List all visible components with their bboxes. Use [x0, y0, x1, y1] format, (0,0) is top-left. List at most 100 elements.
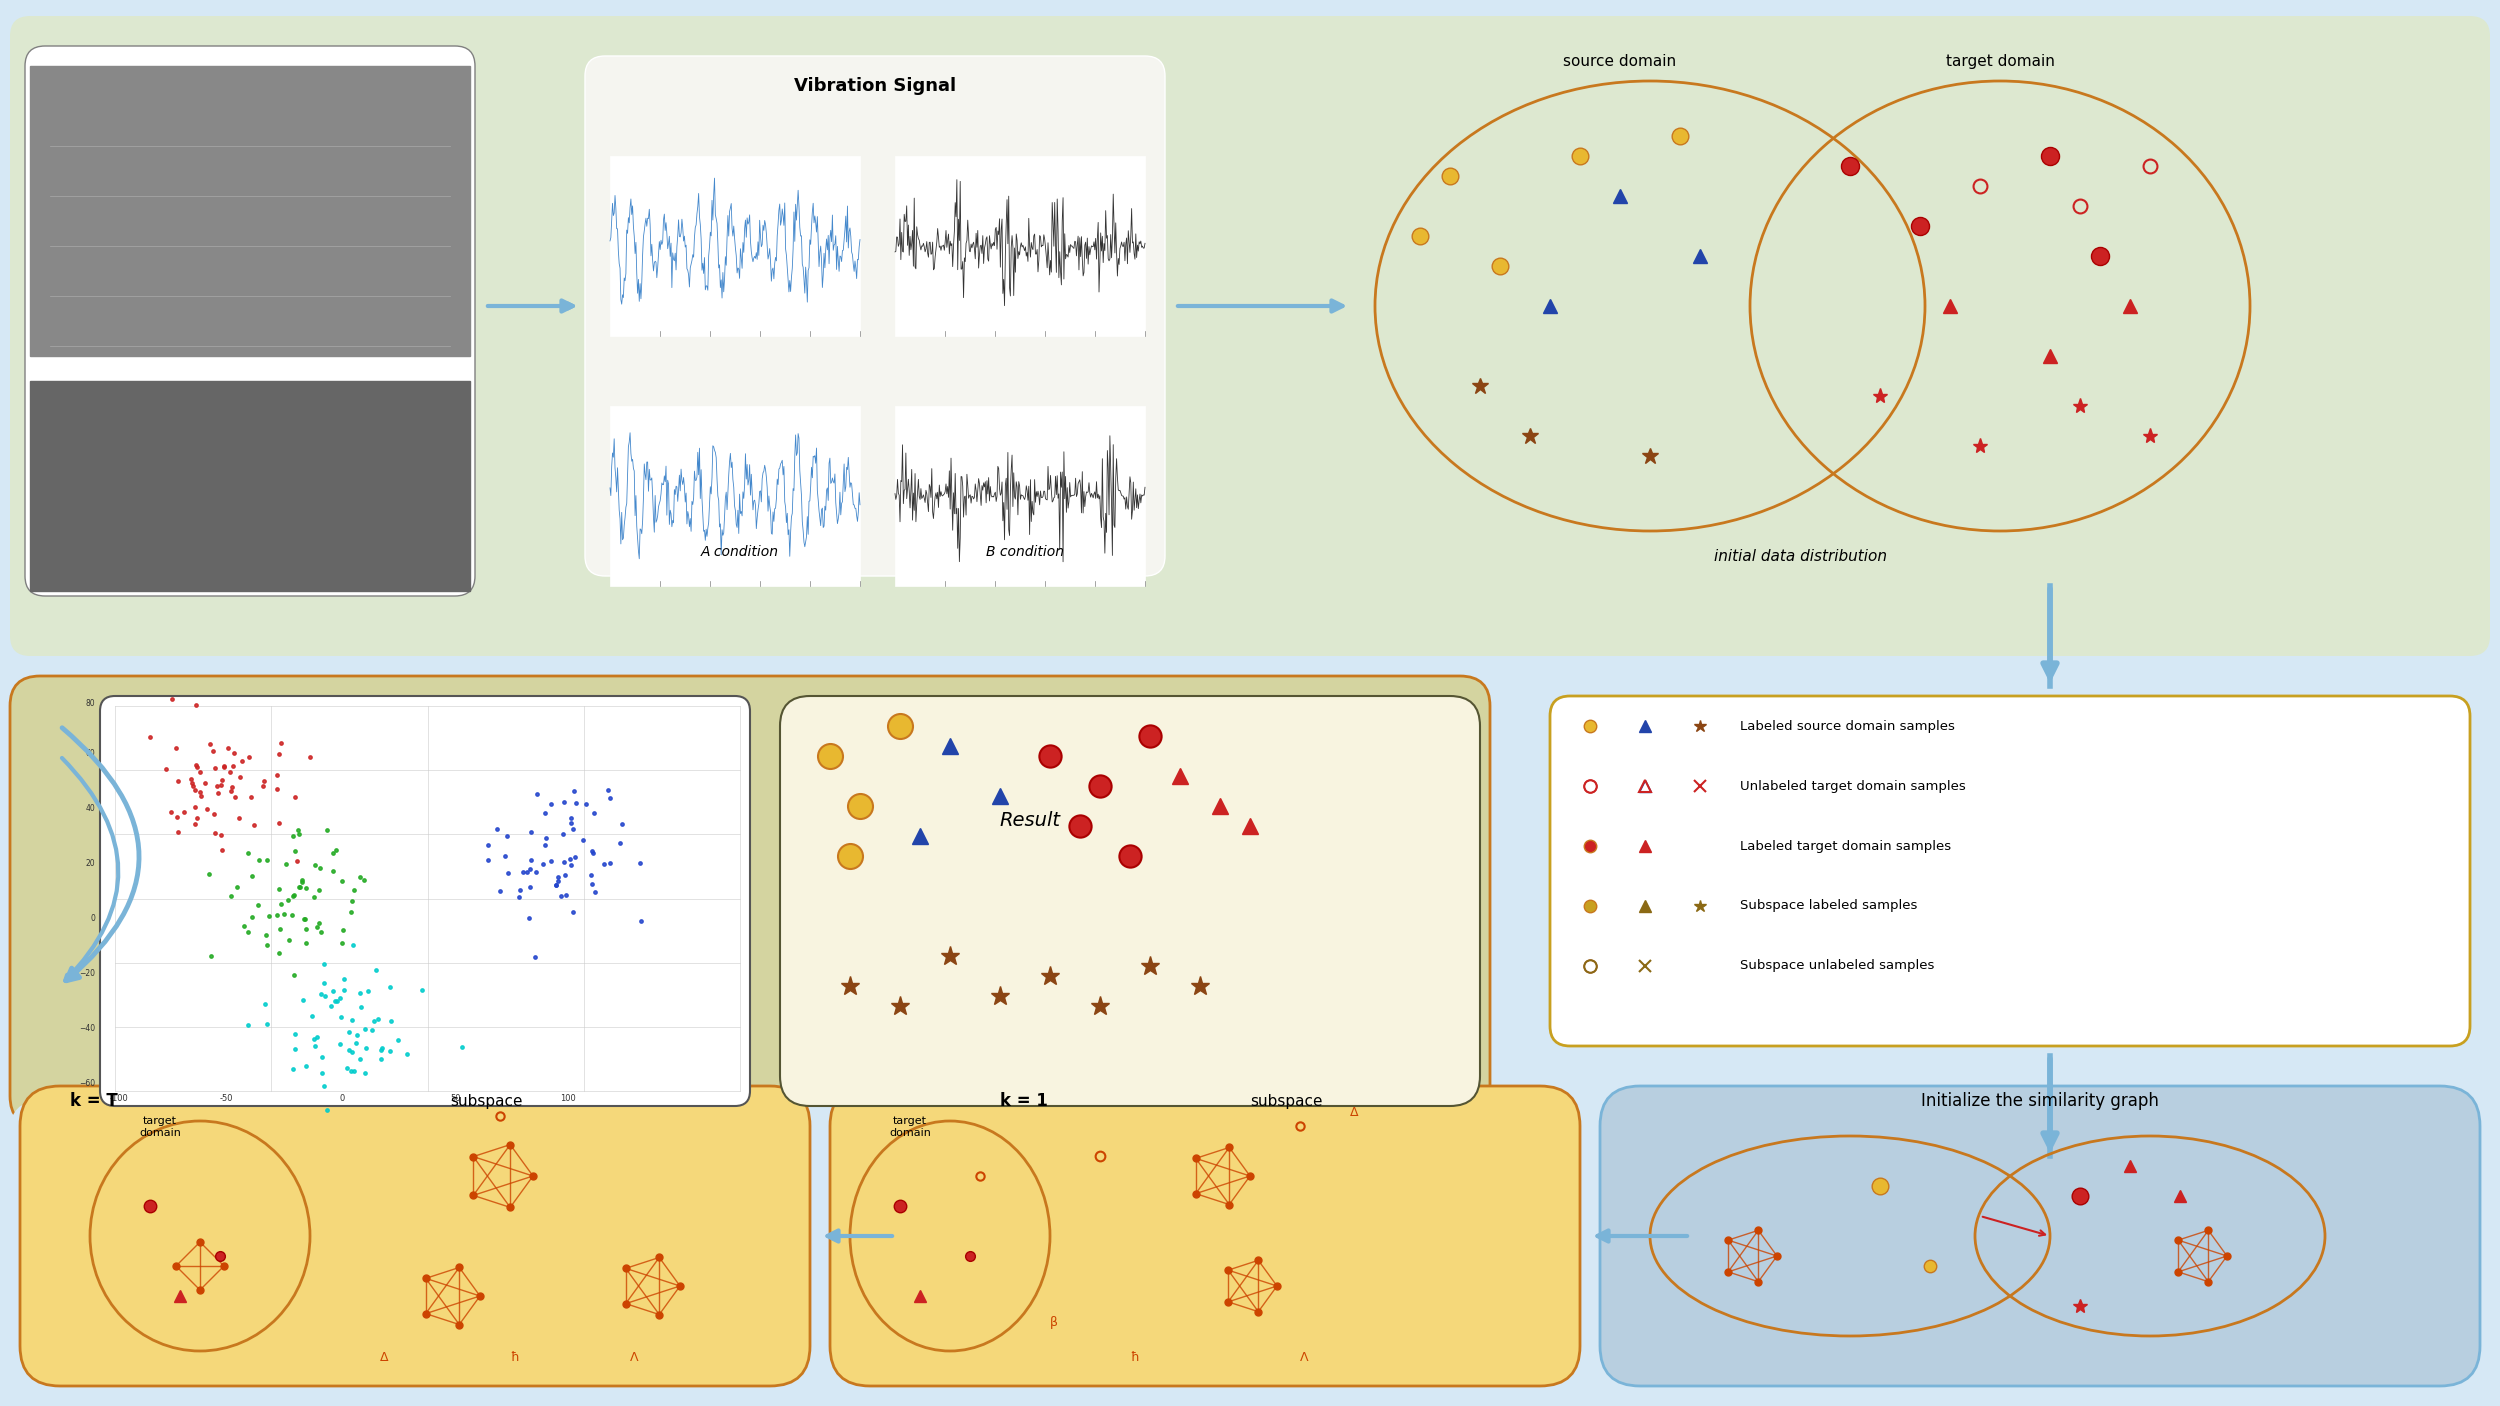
- Point: [332, 1010, 372, 1032]
- Point: [530, 793, 570, 815]
- Point: [308, 1099, 348, 1122]
- Point: [340, 1047, 380, 1070]
- Point: [302, 1046, 343, 1069]
- Point: [260, 917, 300, 939]
- Text: source domain: source domain: [1562, 53, 1678, 69]
- Point: [158, 770, 198, 793]
- Point: [308, 818, 348, 841]
- Point: [192, 803, 232, 825]
- Point: [552, 901, 592, 924]
- Point: [552, 817, 592, 839]
- Point: [275, 963, 315, 986]
- Point: [215, 786, 255, 808]
- Point: [342, 995, 382, 1018]
- Text: 40: 40: [85, 804, 95, 813]
- Point: [572, 839, 612, 862]
- Point: [585, 852, 625, 875]
- Point: [590, 786, 630, 808]
- Point: [512, 820, 552, 842]
- Point: [242, 770, 282, 793]
- Point: [588, 779, 628, 801]
- Text: k = 1: k = 1: [1000, 1092, 1048, 1109]
- Point: [190, 945, 230, 967]
- Point: [265, 903, 305, 925]
- Point: [590, 852, 630, 875]
- Point: [525, 834, 565, 856]
- Point: [510, 848, 550, 870]
- Point: [298, 912, 338, 935]
- Point: [202, 769, 242, 792]
- Point: [248, 1012, 288, 1035]
- Point: [550, 855, 590, 877]
- Point: [210, 884, 250, 907]
- FancyBboxPatch shape: [10, 1101, 2490, 1391]
- Point: [332, 890, 372, 912]
- Point: [538, 873, 578, 896]
- Text: 100: 100: [560, 1094, 575, 1102]
- Point: [545, 790, 585, 813]
- Point: [222, 915, 262, 938]
- Point: [320, 987, 360, 1010]
- Point: [290, 745, 330, 768]
- Point: [205, 755, 245, 778]
- Text: Δ: Δ: [380, 1351, 388, 1364]
- Text: 80: 80: [85, 699, 95, 709]
- Point: [158, 806, 198, 828]
- FancyBboxPatch shape: [10, 15, 2490, 657]
- Point: [300, 921, 340, 943]
- Point: [295, 853, 335, 876]
- Point: [572, 873, 612, 896]
- Point: [173, 775, 213, 797]
- Point: [268, 889, 308, 911]
- Point: [370, 1040, 410, 1063]
- Point: [315, 990, 355, 1012]
- Point: [272, 884, 312, 907]
- Point: [200, 773, 240, 796]
- Point: [322, 979, 362, 1001]
- Point: [575, 880, 615, 903]
- Point: [202, 824, 242, 846]
- Point: [228, 1014, 268, 1036]
- Text: ħ: ħ: [1130, 1351, 1140, 1364]
- Point: [188, 799, 228, 821]
- Point: [550, 807, 590, 830]
- Point: [552, 780, 592, 803]
- Point: [198, 782, 238, 804]
- Bar: [895, 156, 1145, 336]
- Point: [288, 877, 328, 900]
- Point: [300, 983, 340, 1005]
- Point: [292, 886, 332, 908]
- Point: [335, 1032, 375, 1054]
- Point: [248, 849, 288, 872]
- Point: [217, 876, 258, 898]
- Point: [275, 1038, 315, 1060]
- Point: [302, 1062, 343, 1084]
- Point: [600, 832, 640, 855]
- Point: [245, 924, 285, 946]
- Point: [332, 879, 372, 901]
- Text: k = T: k = T: [70, 1092, 118, 1109]
- FancyBboxPatch shape: [585, 56, 1165, 576]
- Text: ħ: ħ: [510, 1351, 520, 1364]
- Point: [362, 1038, 403, 1060]
- Point: [565, 793, 605, 815]
- Point: [150, 800, 190, 823]
- Point: [272, 904, 312, 927]
- Point: [360, 1047, 400, 1070]
- Point: [318, 990, 357, 1012]
- Bar: [610, 406, 860, 586]
- Text: Subspace labeled samples: Subspace labeled samples: [1740, 900, 1918, 912]
- Point: [312, 860, 352, 883]
- Point: [190, 733, 230, 755]
- Point: [510, 876, 550, 898]
- Point: [485, 845, 525, 868]
- Point: [345, 869, 385, 891]
- Point: [175, 813, 215, 835]
- Point: [538, 866, 578, 889]
- FancyArrowPatch shape: [62, 728, 140, 981]
- Point: [330, 1039, 370, 1062]
- Point: [210, 780, 250, 803]
- Point: [562, 828, 602, 851]
- Point: [213, 755, 253, 778]
- Point: [355, 959, 395, 981]
